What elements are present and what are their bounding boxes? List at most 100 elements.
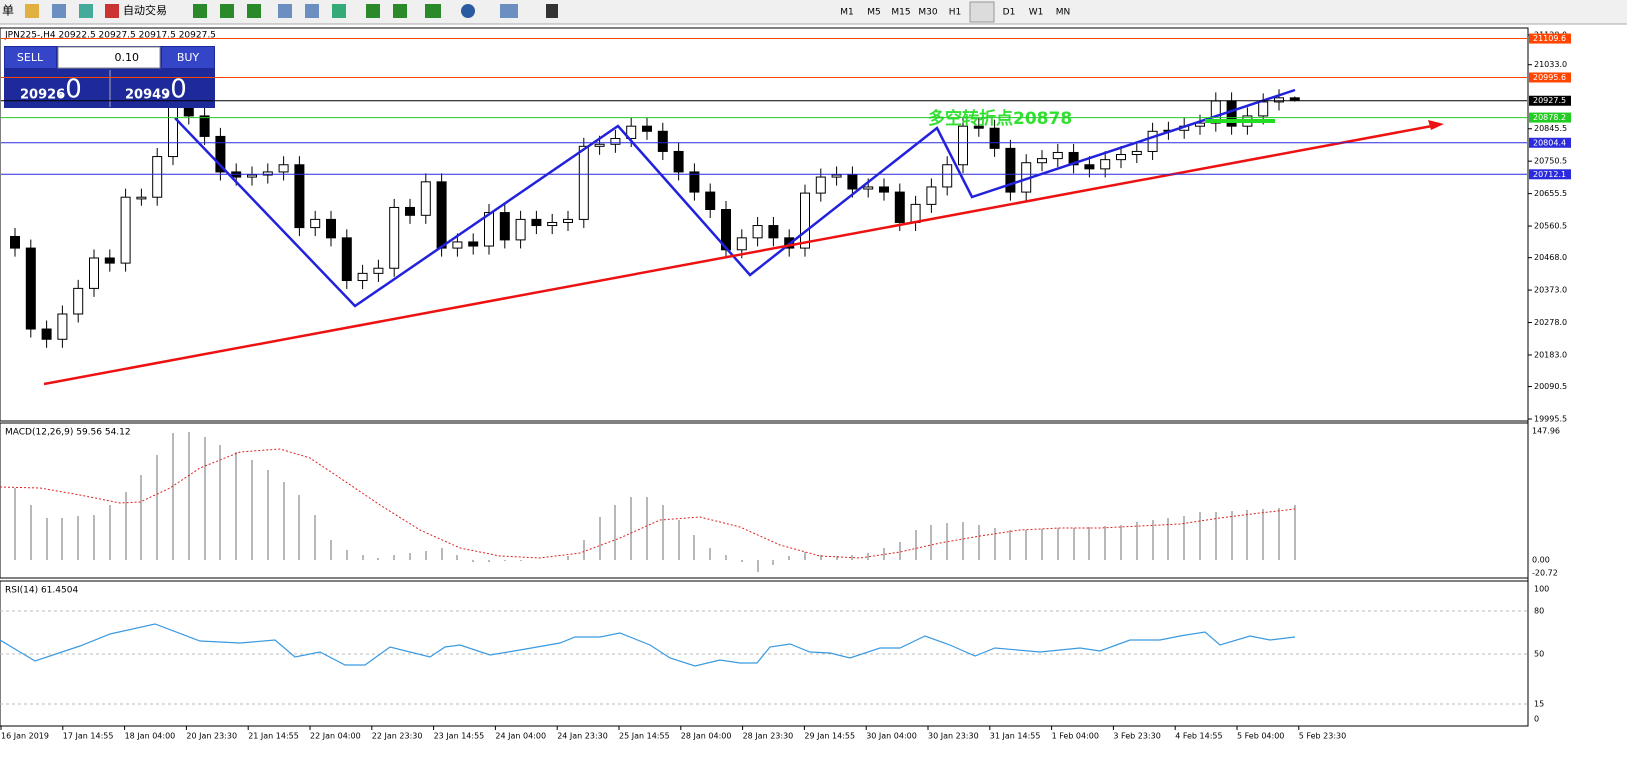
macd-axis-label: 0.00 <box>1532 556 1550 565</box>
candle-body <box>879 186 889 193</box>
date-label: 23 Jan 14:55 <box>434 732 485 741</box>
candle-body <box>894 191 905 223</box>
candle-body <box>1116 154 1126 161</box>
candle-body <box>468 241 479 247</box>
timeframe[interactable]: D1 <box>1003 8 1016 18</box>
candle-body <box>104 257 115 264</box>
macd-label: MACD(12,26,9) 59.56 54.12 <box>5 428 131 438</box>
date-label: 25 Jan 14:55 <box>619 732 670 741</box>
candle-body <box>1195 122 1205 127</box>
candle-body <box>389 206 400 269</box>
price-tick-label: 19995.5 <box>1534 415 1567 424</box>
candle-body <box>41 328 52 340</box>
timeframe[interactable]: W1 <box>1029 8 1044 18</box>
candle-body <box>484 212 494 247</box>
price-tick-label: 20278.0 <box>1534 318 1567 327</box>
active-timeframe <box>969 1 995 23</box>
menu[interactable]: 单 <box>2 4 14 18</box>
price-tick-label: 20655.5 <box>1534 189 1567 198</box>
candle-body <box>610 137 621 145</box>
candle-body <box>752 225 763 239</box>
date-label: 24 Jan 23:30 <box>557 732 608 741</box>
current-price-label: 20927.5 <box>1533 96 1566 105</box>
candle-body <box>247 174 257 178</box>
candle-body <box>515 218 526 241</box>
candle-body <box>563 218 573 223</box>
price-tick-label: 20090.5 <box>1534 382 1567 391</box>
candle-body <box>642 125 652 132</box>
price-tick-label: 20750.5 <box>1534 157 1567 166</box>
candle-body <box>199 115 210 137</box>
timeframe[interactable]: M5 <box>867 8 881 18</box>
candle-body <box>768 225 779 239</box>
sell-price-frac: .0 <box>57 75 82 105</box>
chart-header: JPN225-,H4 20922.5 20927.5 20917.5 20927… <box>4 31 216 41</box>
buy-price-frac: .0 <box>162 75 187 105</box>
date-label: 16 Jan 2019 <box>1 732 49 741</box>
candle-body <box>1037 158 1047 164</box>
rsi-levels <box>0 610 1528 705</box>
sell-button[interactable] <box>5 47 56 68</box>
level-box <box>1529 33 1571 44</box>
level-label: 20995.6 <box>1533 73 1566 82</box>
candle-body <box>594 143 605 147</box>
timeframe[interactable]: M1 <box>840 8 854 18</box>
candle-body <box>405 206 415 216</box>
timeframe[interactable]: M30 <box>918 8 937 18</box>
date-label: 29 Jan 14:55 <box>804 732 855 741</box>
toolbar <box>0 0 1627 24</box>
auto-trade-button[interactable]: 自动交易 <box>123 3 167 17</box>
level-label: 20878.2 <box>1533 113 1566 122</box>
level-label: 21109.6 <box>1533 34 1566 43</box>
buy-price: 20949 <box>125 88 170 103</box>
lots-value: 0.10 <box>115 51 140 64</box>
date-label: 21 Jan 14:55 <box>248 732 299 741</box>
candle-body <box>499 212 510 241</box>
candle-body <box>831 174 842 178</box>
candle-body <box>152 156 163 198</box>
candle-body <box>278 164 289 173</box>
candle-body <box>989 127 1000 149</box>
macd-histogram <box>14 432 1296 572</box>
candle-body <box>294 164 305 229</box>
pivot-annotation: 多空转折点20878 <box>928 108 1072 129</box>
candle-body <box>673 150 684 173</box>
candle-body <box>863 186 874 190</box>
timeframe[interactable]: MN <box>1056 8 1071 18</box>
price-tick-label: 20373.0 <box>1534 286 1567 295</box>
date-label: 20 Jan 23:30 <box>186 732 237 741</box>
candle-body <box>1131 150 1142 156</box>
rsi-label: RSI(14) 61.4504 <box>5 586 78 596</box>
date-label: 28 Jan 23:30 <box>743 732 794 741</box>
macd-signal <box>0 448 1296 559</box>
candle-body <box>926 186 937 205</box>
candle-body <box>578 145 589 220</box>
time-axis: 16 Jan 2019 17 Jan 14:55 18 Jan 04:00 20 Ja… <box>0 726 1346 741</box>
candle-body <box>25 247 36 330</box>
candle-body <box>973 125 984 129</box>
candle-body <box>326 218 336 239</box>
date-label: 31 Jan 14:55 <box>990 732 1041 741</box>
timeframe[interactable]: M15 <box>891 8 910 18</box>
candle-body <box>800 192 810 249</box>
candle-body <box>310 218 321 229</box>
candle-body <box>215 135 226 173</box>
trade-panel: SELL BUY 0.10 20926 .0 20949 .0 <box>4 46 215 108</box>
lots-input[interactable] <box>57 46 161 69</box>
toolbar-icons <box>25 4 558 18</box>
level-label: 20804.4 <box>1533 138 1566 147</box>
level-box <box>1529 72 1571 83</box>
date-label: 17 Jan 14:55 <box>63 732 114 741</box>
price-tick-label: 21033.0 <box>1534 60 1567 69</box>
candle-body <box>942 164 953 188</box>
buy-button[interactable] <box>162 47 214 68</box>
price-tick-label: 20560.5 <box>1534 222 1567 231</box>
timeframe[interactable]: H1 <box>949 8 962 18</box>
date-label: 18 Jan 04:00 <box>125 732 176 741</box>
date-label: 5 Feb 04:00 <box>1237 732 1284 741</box>
support-trendline <box>43 124 1433 386</box>
zigzag-trendline <box>174 88 1296 308</box>
candle-body <box>736 237 747 251</box>
candle-body <box>373 267 384 274</box>
